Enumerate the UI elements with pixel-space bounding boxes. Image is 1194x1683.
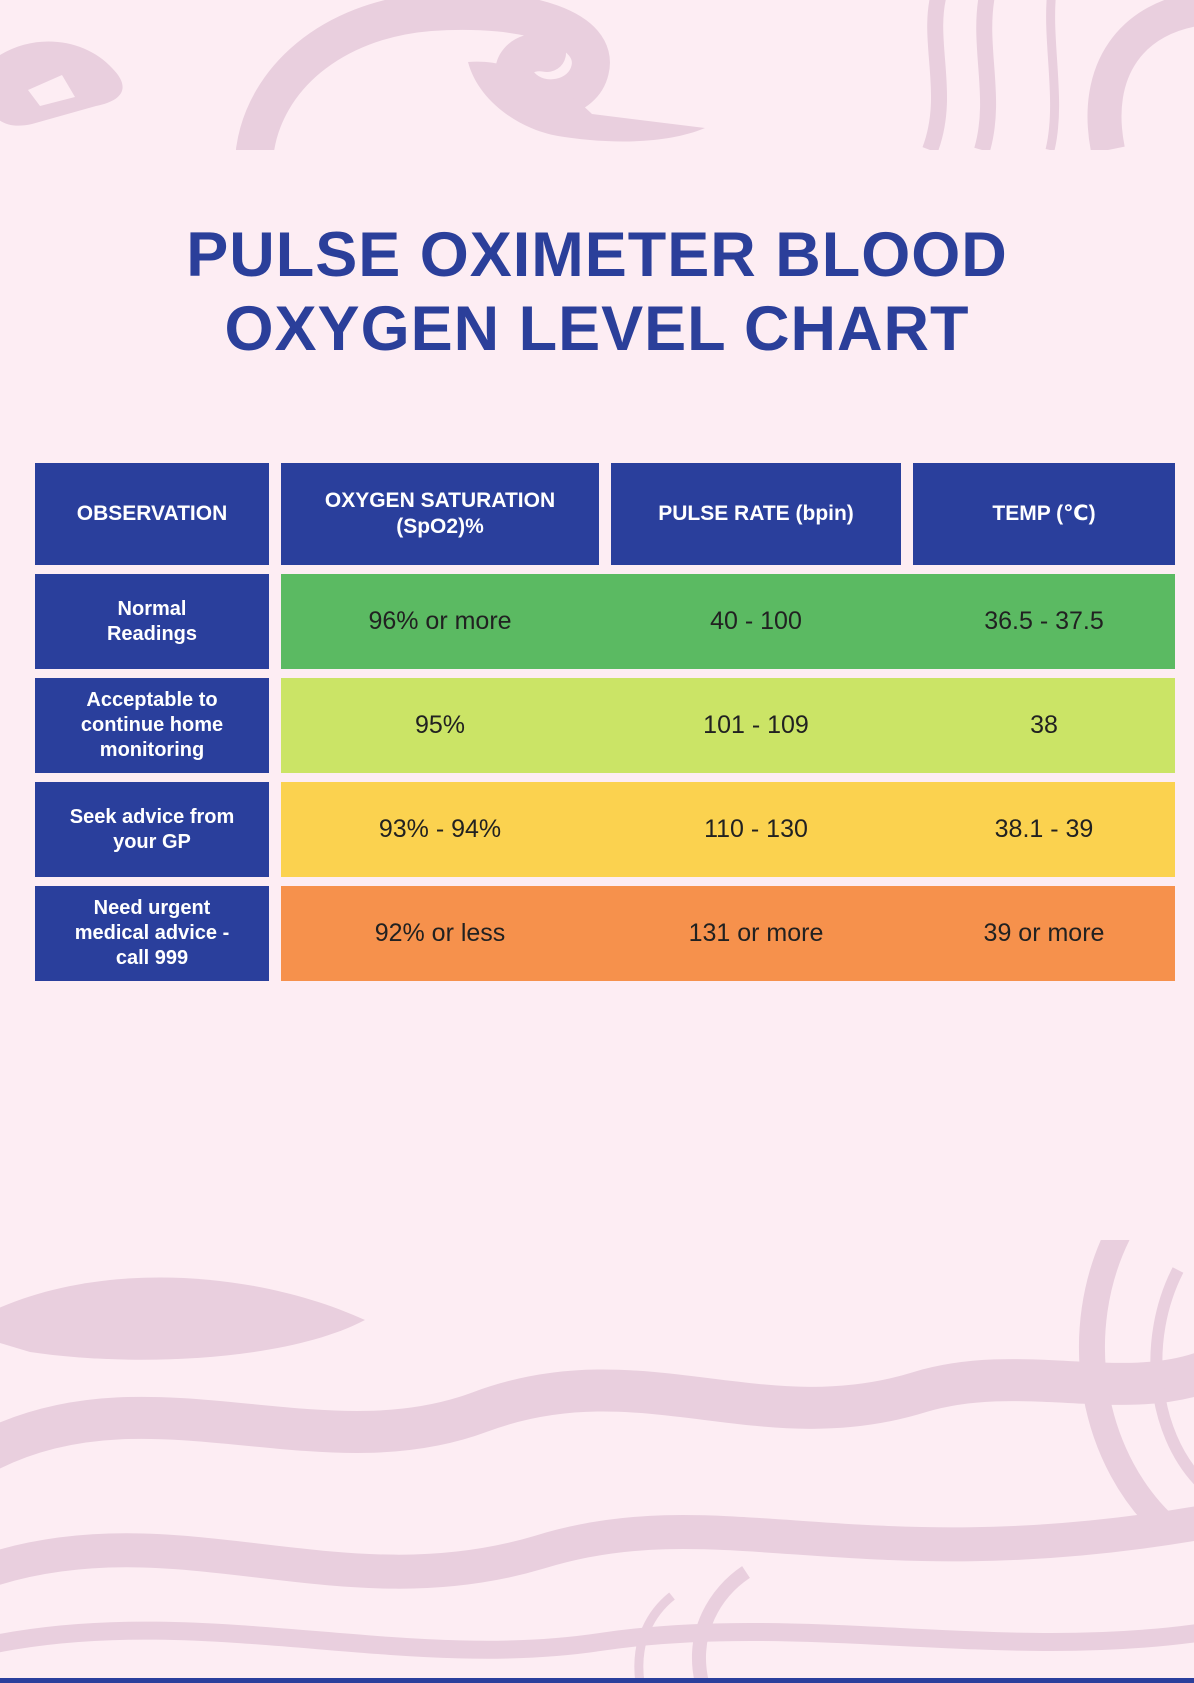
header-observation-label: OBSERVATION xyxy=(76,501,228,525)
row-label-text: Normal Readings xyxy=(106,597,198,645)
header-oxygen-saturation-label: OXYGEN SATURATION (SpO2)% xyxy=(324,488,556,538)
row-band-home-monitoring: 95% 101 - 109 38 xyxy=(281,678,1175,773)
row-label-text: Seek advice from your GP xyxy=(69,805,235,853)
cell-pulse: 40 - 100 xyxy=(710,607,802,635)
cell-temp: 39 or more xyxy=(983,919,1105,947)
readings-table: OBSERVATION OXYGEN SATURATION (SpO2)% PU… xyxy=(35,463,1175,981)
row-label-normal-readings: Normal Readings xyxy=(35,574,269,669)
row-label-seek-gp-advice: Seek advice from your GP xyxy=(35,782,269,877)
cell-pulse: 110 - 130 xyxy=(704,815,808,843)
footer-accent-strip xyxy=(0,1678,1194,1683)
cell-spo2: 96% or more xyxy=(368,607,512,635)
row-band-urgent-999: 92% or less 131 or more 39 or more xyxy=(281,886,1175,981)
cell-spo2: 95% xyxy=(414,711,466,739)
row-label-home-monitoring: Acceptable to continue home monitoring xyxy=(35,678,269,773)
cell-pulse: 101 - 109 xyxy=(703,711,809,739)
header-pulse-rate: PULSE RATE (bpin) xyxy=(611,463,901,565)
row-label-urgent-999: Need urgent medical advice - call 999 xyxy=(35,886,269,981)
row-band-seek-gp-advice: 93% - 94% 110 - 130 38.1 - 39 xyxy=(281,782,1175,877)
marble-pattern-bottom xyxy=(0,1240,1194,1683)
header-temp-label: TEMP (℃) xyxy=(992,501,1096,525)
cell-temp: 38.1 - 39 xyxy=(994,815,1094,843)
cell-temp: 36.5 - 37.5 xyxy=(984,607,1104,635)
row-band-normal-readings: 96% or more 40 - 100 36.5 - 37.5 xyxy=(281,574,1175,669)
header-temp: TEMP (℃) xyxy=(913,463,1175,565)
cell-spo2: 93% - 94% xyxy=(378,815,502,843)
header-observation: OBSERVATION xyxy=(35,463,269,565)
cell-pulse: 131 or more xyxy=(688,919,824,947)
marble-pattern-top xyxy=(0,0,1194,150)
header-pulse-rate-label: PULSE RATE (bpin) xyxy=(658,501,854,525)
cell-temp: 38 xyxy=(1030,711,1058,739)
header-oxygen-saturation: OXYGEN SATURATION (SpO2)% xyxy=(281,463,599,565)
page-title: PULSE OXIMETER BLOOD OXYGEN LEVEL CHART xyxy=(186,220,1008,365)
row-label-text: Need urgent medical advice - call 999 xyxy=(74,897,230,969)
row-label-text: Acceptable to continue home monitoring xyxy=(80,689,224,761)
cell-spo2: 92% or less xyxy=(374,919,506,947)
